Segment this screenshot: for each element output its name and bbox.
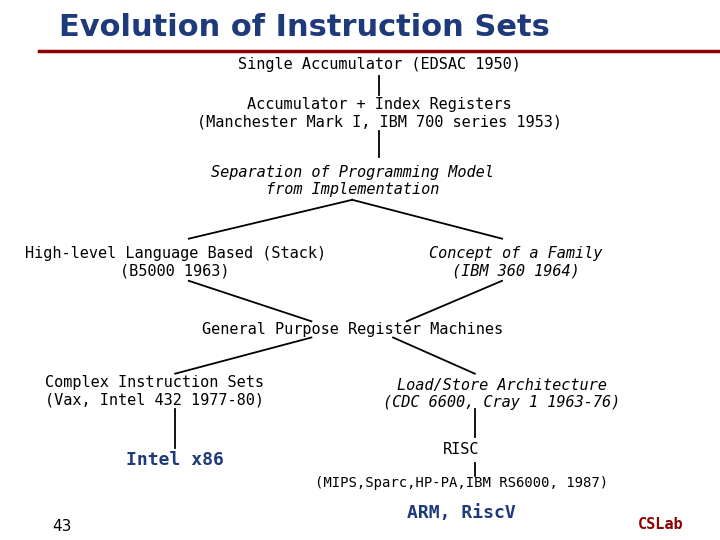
Text: General Purpose Register Machines: General Purpose Register Machines [202, 322, 503, 337]
Text: Evolution of Instruction Sets: Evolution of Instruction Sets [59, 14, 550, 43]
Text: Single Accumulator (EDSAC 1950): Single Accumulator (EDSAC 1950) [238, 57, 521, 72]
Text: Concept of a Family
(IBM 360 1964): Concept of a Family (IBM 360 1964) [429, 246, 603, 278]
Text: Separation of Programming Model
from Implementation: Separation of Programming Model from Imp… [211, 165, 494, 197]
Text: (MIPS,Sparc,HP-PA,IBM RS6000, 1987): (MIPS,Sparc,HP-PA,IBM RS6000, 1987) [315, 476, 608, 490]
Text: CSLab: CSLab [638, 517, 684, 532]
Text: Complex Instruction Sets
(Vax, Intel 432 1977-80): Complex Instruction Sets (Vax, Intel 432… [45, 375, 264, 408]
Text: Intel x86: Intel x86 [126, 451, 224, 469]
Text: ARM, RiscV: ARM, RiscV [407, 504, 516, 522]
Text: Accumulator + Index Registers
(Manchester Mark I, IBM 700 series 1953): Accumulator + Index Registers (Mancheste… [197, 97, 562, 130]
Text: Load/Store Architecture
(CDC 6600, Cray 1 1963-76): Load/Store Architecture (CDC 6600, Cray … [384, 378, 621, 410]
Text: RISC: RISC [443, 442, 480, 457]
Text: High-level Language Based (Stack)
(B5000 1963): High-level Language Based (Stack) (B5000… [24, 246, 325, 278]
Text: 43: 43 [53, 518, 72, 534]
